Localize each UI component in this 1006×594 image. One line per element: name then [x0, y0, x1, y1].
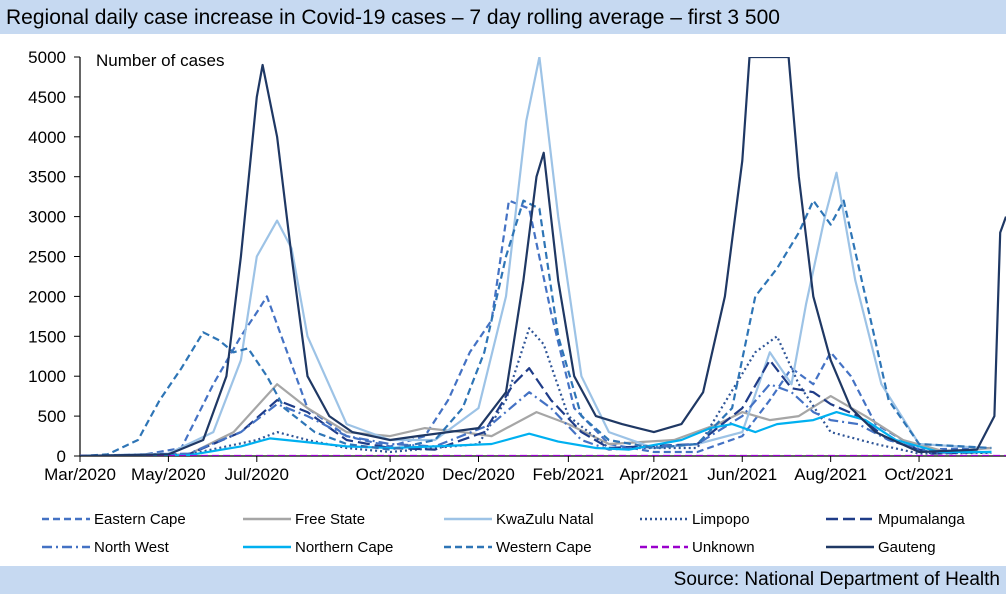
x-tick-label: Jun/2021	[707, 465, 777, 484]
legend-label-gauteng: Gauteng	[878, 539, 936, 556]
y-tick-label: 1500	[28, 327, 66, 346]
y-tick-label: 5000	[28, 48, 66, 67]
y-tick-label: 1000	[28, 367, 66, 386]
x-tick-label: Apr/2021	[619, 465, 688, 484]
x-tick-label: Feb/2021	[532, 465, 604, 484]
chart-area: 0 500 1000 1500 2000 2500 3000 3500 4000 4500 5000…	[0, 34, 1006, 566]
legend-label-eastern-cape: Eastern Cape	[94, 511, 186, 528]
x-tick-label: Aug/2021	[794, 465, 867, 484]
legend-label-north-west: North West	[94, 539, 170, 556]
series-layer	[80, 57, 1006, 456]
x-tick-label: May/2020	[131, 465, 206, 484]
series-line-north-west	[80, 384, 992, 456]
x-tick-label: Jul/2020	[225, 465, 289, 484]
x-tick-label: Oct/2020	[356, 465, 425, 484]
footer-bar: Source: National Department of Health	[0, 566, 1006, 594]
y-tick-label: 0	[57, 447, 66, 466]
y-tick-label: 3000	[28, 208, 66, 227]
legend-label-kwazulu-natal: KwaZulu Natal	[496, 511, 594, 528]
legend-label-limpopo: Limpopo	[692, 511, 750, 528]
legend-label-western-cape: Western Cape	[496, 539, 592, 556]
series-line-kwazulu-natal	[80, 57, 984, 456]
y-tick-label: 4500	[28, 88, 66, 107]
series-line-mpumalanga	[80, 360, 992, 456]
series-line-gauteng	[80, 57, 1006, 456]
y-axis-label: Number of cases	[96, 51, 225, 70]
legend-label-northern-cape: Northern Cape	[295, 539, 393, 556]
legend-label-mpumalanga: Mpumalanga	[878, 511, 965, 528]
series-line-free-state	[80, 384, 992, 456]
legend-label-free-state: Free State	[295, 511, 365, 528]
y-tick-label: 500	[38, 407, 66, 426]
source-note: Source: National Department of Health	[674, 569, 1000, 591]
x-tick-label: Oct/2021	[885, 465, 954, 484]
y-tick-label: 2000	[28, 287, 66, 306]
series-line-limpopo	[80, 328, 992, 456]
x-tick-label: Mar/2020	[44, 465, 116, 484]
legend: Eastern Cape Free State KwaZulu Natal Limpo…	[42, 511, 965, 556]
y-tick-label: 3500	[28, 168, 66, 187]
y-tick-label: 2500	[28, 248, 66, 267]
chart-title: Regional daily case increase in Covid-19…	[6, 6, 780, 30]
x-tick-label: Dec/2020	[442, 465, 515, 484]
series-line-northern-cape	[80, 412, 992, 456]
y-tick-label: 4000	[28, 128, 66, 147]
legend-label-unknown: Unknown	[692, 539, 755, 556]
title-bar: Regional daily case increase in Covid-19…	[0, 0, 1006, 34]
